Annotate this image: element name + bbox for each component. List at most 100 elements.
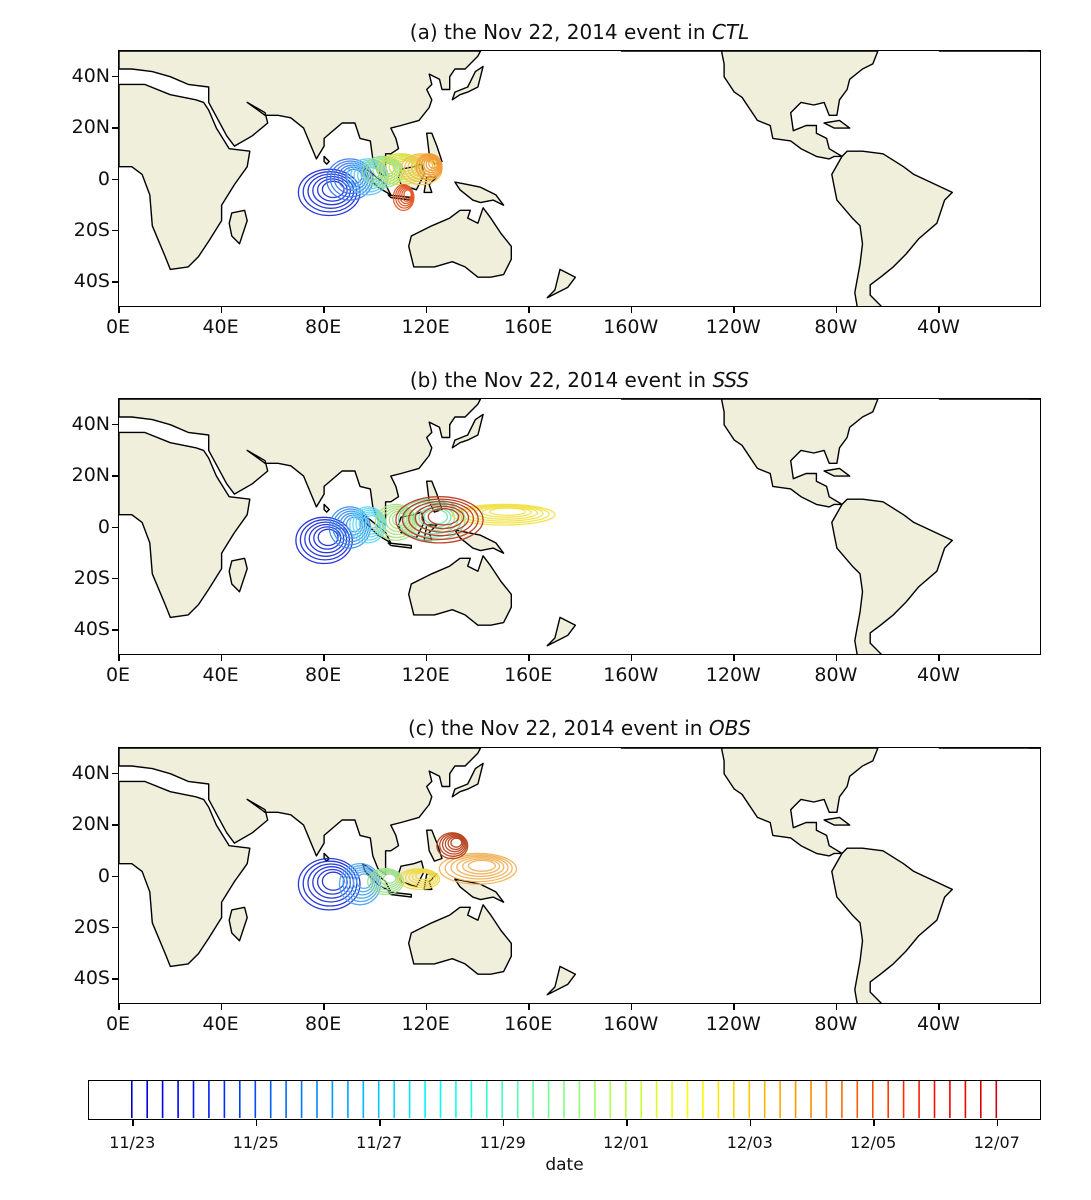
lon-tick-label: 80E bbox=[305, 1013, 342, 1035]
lon-tick-label: 120E bbox=[401, 1013, 450, 1035]
colorbar-tick-label: 12/01 bbox=[603, 1133, 650, 1152]
landmass-cuba bbox=[823, 467, 851, 477]
lon-tick-label: 160W bbox=[603, 664, 659, 686]
landmass-australia bbox=[408, 207, 512, 278]
landmass-africa bbox=[119, 780, 251, 968]
event-contour-6 bbox=[415, 153, 443, 181]
colorbar-tick-mark bbox=[379, 1120, 381, 1126]
lon-tick-label: 160W bbox=[603, 316, 659, 338]
lon-tick-mark bbox=[733, 1004, 735, 1010]
colorbar-tick-label: 12/05 bbox=[850, 1133, 897, 1152]
lon-tick-label: 0E bbox=[105, 664, 131, 686]
event-contour-0 bbox=[295, 516, 353, 565]
lon-tick-mark bbox=[220, 655, 223, 661]
lon-tick-mark bbox=[323, 307, 325, 313]
landmass-newZealand bbox=[546, 965, 577, 996]
lon-tick-label: 160E bbox=[504, 316, 553, 338]
date-colorbar bbox=[88, 1080, 1041, 1120]
lat-tick-label: 0 bbox=[97, 515, 110, 538]
lon-tick-label: 80W bbox=[814, 316, 858, 338]
lon-tick-mark bbox=[323, 655, 325, 661]
panel-a-title: (a) the Nov 22, 2014 event in CTL bbox=[409, 20, 750, 44]
lat-tick-mark bbox=[112, 281, 118, 283]
landmass-sriLanka bbox=[323, 503, 330, 513]
lon-tick-mark bbox=[835, 307, 838, 313]
lat-tick-label: 40S bbox=[73, 967, 110, 990]
lon-tick-mark bbox=[938, 307, 940, 313]
landmass-northAmerica bbox=[620, 748, 879, 857]
landmass-sriLanka bbox=[323, 155, 330, 165]
panel-c-title: (c) the Nov 22, 2014 event in OBS bbox=[407, 716, 752, 740]
lat-tick-mark bbox=[112, 629, 118, 631]
colorbar-lines bbox=[130, 1081, 998, 1118]
lon-tick-label: 120E bbox=[401, 664, 450, 686]
map-canvas bbox=[119, 51, 1040, 306]
lat-tick-label: 40N bbox=[71, 761, 110, 784]
colorbar-tick-label: 11/27 bbox=[356, 1133, 403, 1152]
landmass-africa bbox=[119, 431, 251, 619]
lat-tick-label: 20S bbox=[73, 566, 110, 589]
lon-tick-mark bbox=[118, 1004, 120, 1010]
landmass-southAmerica bbox=[831, 847, 953, 1003]
landmass-australia bbox=[408, 555, 512, 626]
lon-tick-label: 80W bbox=[814, 664, 858, 686]
colorbar-tick-label: 12/03 bbox=[726, 1133, 773, 1152]
event-contour-4 bbox=[438, 852, 518, 885]
lon-tick-label: 40E bbox=[202, 664, 239, 686]
landmass-japan bbox=[451, 762, 484, 798]
landmass-southAmerica bbox=[831, 498, 953, 654]
lon-tick-label: 160W bbox=[603, 1013, 659, 1035]
lat-tick-mark bbox=[112, 75, 118, 78]
lat-tick-label: 40N bbox=[71, 412, 110, 435]
lat-tick-mark bbox=[112, 926, 118, 929]
lat-tick-label: 40S bbox=[73, 270, 110, 293]
lat-tick-label: 20S bbox=[73, 218, 110, 241]
lon-tick-mark bbox=[118, 655, 120, 661]
lon-tick-mark bbox=[835, 1004, 838, 1010]
lon-tick-label: 160E bbox=[504, 1013, 553, 1035]
lon-tick-mark bbox=[118, 307, 120, 313]
lon-tick-mark bbox=[630, 307, 633, 313]
lat-tick-label: 0 bbox=[97, 167, 110, 190]
lat-tick-label: 20N bbox=[71, 813, 110, 836]
panel-b-title: (b) the Nov 22, 2014 event in SSS bbox=[409, 368, 750, 392]
lon-tick-label: 160E bbox=[504, 664, 553, 686]
landmass-newGuinea bbox=[454, 529, 505, 554]
lon-tick-mark bbox=[938, 1004, 940, 1010]
lon-tick-label: 80E bbox=[305, 664, 342, 686]
event-contour-5 bbox=[436, 832, 469, 860]
lon-tick-mark bbox=[528, 1004, 530, 1010]
landmass-newZealand bbox=[546, 268, 577, 299]
lat-tick-mark bbox=[112, 772, 118, 775]
landmass-northAmerica bbox=[620, 51, 879, 160]
lon-tick-label: 80E bbox=[305, 316, 342, 338]
lon-tick-label: 40W bbox=[916, 316, 960, 338]
colorbar-tick-mark bbox=[502, 1120, 505, 1126]
landmass-eurasia bbox=[119, 748, 482, 875]
lon-tick-label: 40W bbox=[916, 1013, 960, 1035]
lon-tick-label: 80W bbox=[814, 1013, 858, 1035]
landmass-madagascar bbox=[228, 906, 248, 942]
panel-b-map bbox=[118, 398, 1041, 655]
lat-tick-label: 0 bbox=[97, 864, 110, 887]
lat-tick-mark bbox=[112, 127, 118, 129]
event-contour-6 bbox=[395, 496, 484, 544]
lon-tick-mark bbox=[630, 1004, 633, 1010]
lat-tick-label: 40N bbox=[71, 64, 110, 87]
map-canvas bbox=[119, 399, 1040, 654]
colorbar-tick-mark bbox=[749, 1120, 752, 1126]
colorbar-tick-label: 11/25 bbox=[232, 1133, 279, 1152]
event-contour-3 bbox=[397, 868, 441, 891]
lon-tick-mark bbox=[425, 655, 428, 661]
landmass-java bbox=[387, 542, 412, 549]
landmass-eurasia bbox=[119, 399, 482, 526]
lat-tick-mark bbox=[112, 577, 118, 580]
event-contour-7 bbox=[392, 183, 415, 212]
lon-tick-mark bbox=[425, 307, 428, 313]
landmass-madagascar bbox=[228, 557, 248, 593]
colorbar-tick-mark bbox=[255, 1120, 258, 1126]
colorbar-tick-label: 11/23 bbox=[109, 1133, 156, 1152]
lon-tick-label: 40W bbox=[916, 664, 960, 686]
lon-tick-mark bbox=[220, 1004, 223, 1010]
lat-tick-mark bbox=[112, 824, 118, 826]
